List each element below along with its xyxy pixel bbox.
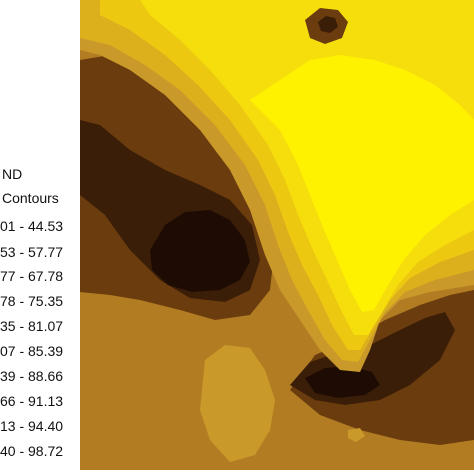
contour-right-darkest bbox=[305, 366, 380, 398]
legend-range-10: 40 - 98.72 bbox=[0, 443, 64, 459]
legend-range-5: 35 - 81.07 bbox=[0, 318, 64, 334]
legend-title-contours: Contours bbox=[2, 190, 59, 206]
legend-range-2: 53 - 57.77 bbox=[0, 244, 64, 260]
contour-band-peak bbox=[250, 55, 474, 312]
legend-range-9: 13 - 94.40 bbox=[0, 418, 64, 434]
legend-range-4: 78 - 75.35 bbox=[0, 293, 64, 309]
contour-lower-tan bbox=[200, 345, 275, 462]
contour-bottom-spot bbox=[348, 428, 365, 442]
legend-title-nd: ND bbox=[2, 166, 23, 182]
legend-range-1: 01 - 44.53 bbox=[0, 218, 64, 234]
legend-range-8: 66 - 91.13 bbox=[0, 393, 64, 409]
contour-left-darkest bbox=[150, 210, 250, 292]
legend-range-3: 77 - 67.78 bbox=[0, 268, 64, 284]
legend-range-6: 07 - 85.39 bbox=[0, 343, 64, 359]
contour-top-spot-core bbox=[318, 16, 338, 33]
legend-range-7: 39 - 88.66 bbox=[0, 368, 64, 384]
contour-map bbox=[80, 0, 474, 470]
